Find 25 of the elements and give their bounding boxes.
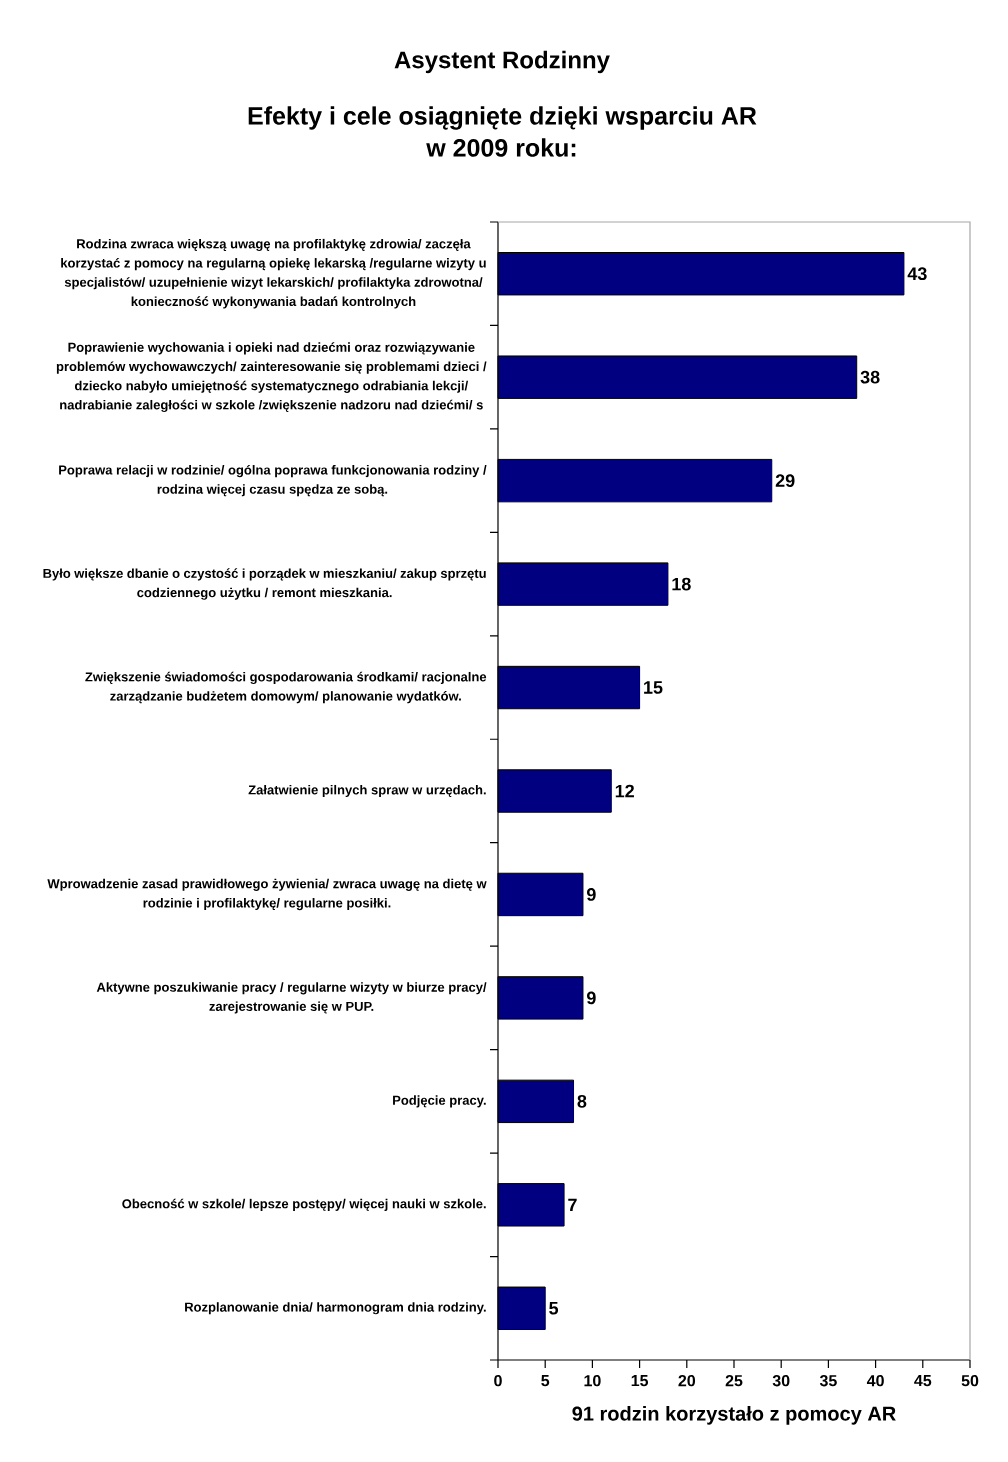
data-label: 8: [577, 1094, 587, 1108]
data-label: 43: [907, 267, 927, 281]
data-label: 9: [586, 991, 596, 1005]
x-tick-label: 10: [584, 1375, 601, 1387]
data-label: 7: [568, 1198, 577, 1211]
x-tick-label: 5: [541, 1375, 550, 1387]
chart-subtitle: Efekty i cele osiągnięte dzięki wsparciu AR w 2009 roku:: [248, 106, 757, 157]
chart-title: Asystent Rodzinny: [394, 50, 610, 74]
data-label: 29: [775, 474, 795, 488]
x-tick-label: 30: [772, 1375, 790, 1387]
data-label: 5: [549, 1302, 559, 1315]
data-label: 18: [672, 577, 691, 591]
data-label: 9: [586, 888, 596, 901]
x-tick-label: 50: [961, 1375, 979, 1387]
data-label: 12: [615, 784, 634, 798]
x-tick-label: 25: [725, 1375, 743, 1387]
x-tick-label: 35: [819, 1375, 837, 1387]
data-label: 15: [644, 681, 663, 694]
x-tick-label: 15: [631, 1375, 649, 1387]
x-axis-title: 91 rodzin korzystało z pomocy AR: [572, 1406, 896, 1425]
x-tick-label: 0: [494, 1375, 502, 1387]
x-tick-label: 40: [866, 1375, 884, 1387]
x-tick-label: 20: [678, 1375, 696, 1387]
x-tick-label: 45: [914, 1375, 932, 1387]
data-label: 38: [860, 370, 880, 384]
